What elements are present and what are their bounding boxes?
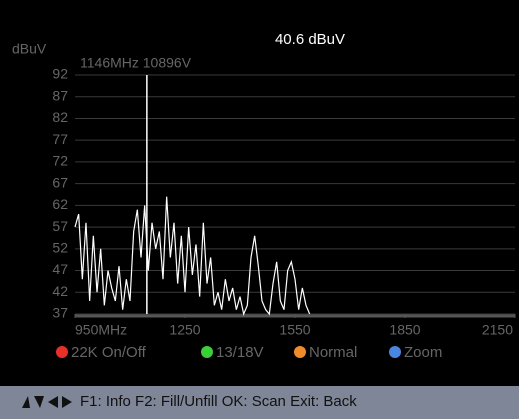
y-tick-label: 62	[52, 196, 68, 212]
y-tick-label: 72	[52, 153, 68, 169]
y-tick-label: 67	[52, 174, 68, 190]
button-icon	[294, 346, 306, 358]
spectrum-line	[74, 196, 311, 316]
footer-text: F1: Info F2: Fill/Unfill OK: Scan Exit: …	[80, 393, 357, 410]
button-label: Zoom	[404, 344, 442, 361]
arrow-right	[62, 396, 72, 408]
button-icon	[56, 346, 68, 358]
button-icon	[201, 346, 213, 358]
y-tick-label: 87	[52, 87, 68, 103]
reading: 40.6 dBuV	[275, 31, 345, 48]
button-label: 13/18V	[216, 344, 264, 361]
arrow-left	[48, 396, 58, 408]
y-tick-label: 37	[52, 305, 68, 321]
button-label: Normal	[309, 344, 357, 361]
x-tick-label: 2150	[482, 322, 513, 338]
y-tick-label: 47	[52, 261, 68, 277]
footer-bar	[0, 386, 519, 419]
y-tick-label: 82	[52, 109, 68, 125]
button-label: 22K On/Off	[71, 344, 147, 361]
cursor-label: 1146MHz 10896V	[80, 55, 192, 71]
arrow-up	[22, 396, 30, 408]
x-tick-label: 1850	[389, 322, 420, 338]
y-tick-label: 52	[52, 240, 68, 256]
x-tick-label: 950MHz	[75, 322, 127, 338]
button-icon	[389, 346, 401, 358]
arrow-icons	[22, 396, 72, 408]
y-tick-label: 57	[52, 218, 68, 234]
arrow-down	[34, 396, 44, 408]
y-tick-label: 92	[52, 66, 68, 82]
y-tick-label: 77	[52, 131, 68, 147]
x-tick-label: 1250	[169, 322, 200, 338]
y-tick-label: 42	[52, 283, 68, 299]
y-axis-label: dBuV	[12, 41, 47, 57]
x-tick-label: 1550	[279, 322, 310, 338]
